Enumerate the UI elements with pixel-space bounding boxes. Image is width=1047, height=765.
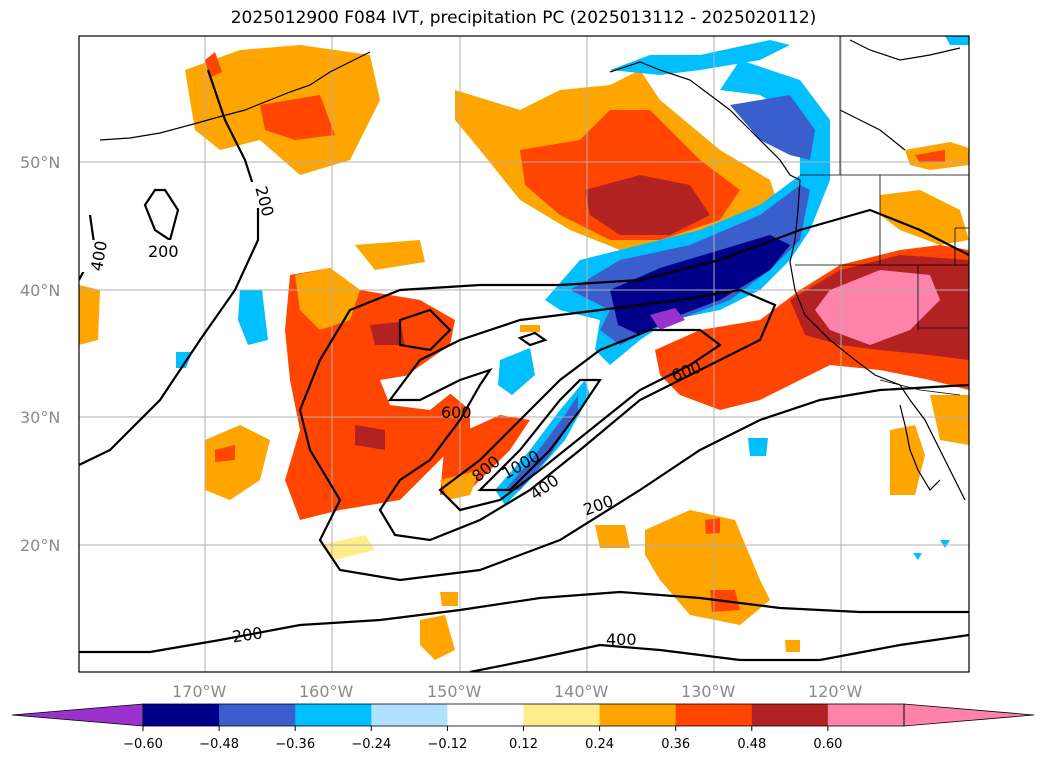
colorbar-segment — [447, 704, 524, 726]
lat-label: 30°N — [20, 408, 60, 427]
colorbar-segment — [827, 704, 905, 726]
colorbar-tick-label: 0.24 — [585, 737, 614, 752]
colorbar-tick-label: −0.12 — [427, 737, 467, 752]
map-frame — [78, 35, 970, 673]
colorbar-tick-label: 0.48 — [737, 737, 766, 752]
colorbar-tick-label: 0.36 — [661, 737, 690, 752]
colorbar-segment — [675, 704, 753, 726]
colorbar-extend-high — [903, 703, 1035, 727]
colorbar: −0.60 −0.48 −0.36 −0.24 −0.12 0.12 0.24 0.36 0.4… — [11, 703, 1035, 752]
colorbar-extend-low — [11, 703, 144, 727]
colorbar-segment — [295, 704, 372, 726]
borders — [795, 36, 969, 396]
colorbar-tick-label: −0.60 — [123, 737, 163, 752]
map-area: 200 200 400 200 600 600 800 1000 400 200… — [79, 36, 969, 672]
lon-label: 150°W — [427, 682, 482, 701]
colorbar-segment — [523, 704, 601, 726]
colorbar-tick-label: −0.24 — [351, 737, 391, 752]
lon-label: 120°W — [808, 682, 863, 701]
contour-label: 200 — [231, 623, 264, 646]
map-title: 2025012900 F084 IVT, precipitation PC (2… — [230, 8, 817, 28]
contour-label: 400 — [606, 630, 637, 649]
lat-axis-labels: 50°N 40°N 30°N 20°N — [20, 153, 60, 555]
lat-label: 20°N — [20, 536, 60, 555]
lon-axis-labels: 170°W 160°W 150°W 140°W 130°W 120°W — [172, 682, 863, 701]
lon-label: 130°W — [681, 682, 736, 701]
colorbar-segment — [143, 704, 220, 726]
lon-label: 160°W — [299, 682, 354, 701]
contour-label: 200 — [148, 242, 179, 261]
colorbar-tick-label: −0.36 — [275, 737, 315, 752]
colorbar-segment — [371, 704, 448, 726]
ivt-contours — [79, 69, 969, 672]
colorbar-segment — [219, 704, 296, 726]
colorbar-segment — [751, 704, 829, 726]
colorbar-tick-label: 0.12 — [509, 737, 538, 752]
colorbar-segment — [599, 704, 677, 726]
colorbar-tick-label: 0.60 — [813, 737, 842, 752]
coastlines — [99, 39, 966, 501]
contour-label: 600 — [441, 403, 472, 422]
precip-negative-shading — [176, 36, 969, 560]
lat-label: 40°N — [20, 281, 60, 300]
colorbar-tick-label: −0.48 — [199, 737, 239, 752]
precip-positive-shading — [79, 45, 969, 660]
lon-label: 170°W — [172, 682, 227, 701]
lon-label: 140°W — [554, 682, 609, 701]
lat-label: 50°N — [20, 153, 60, 172]
